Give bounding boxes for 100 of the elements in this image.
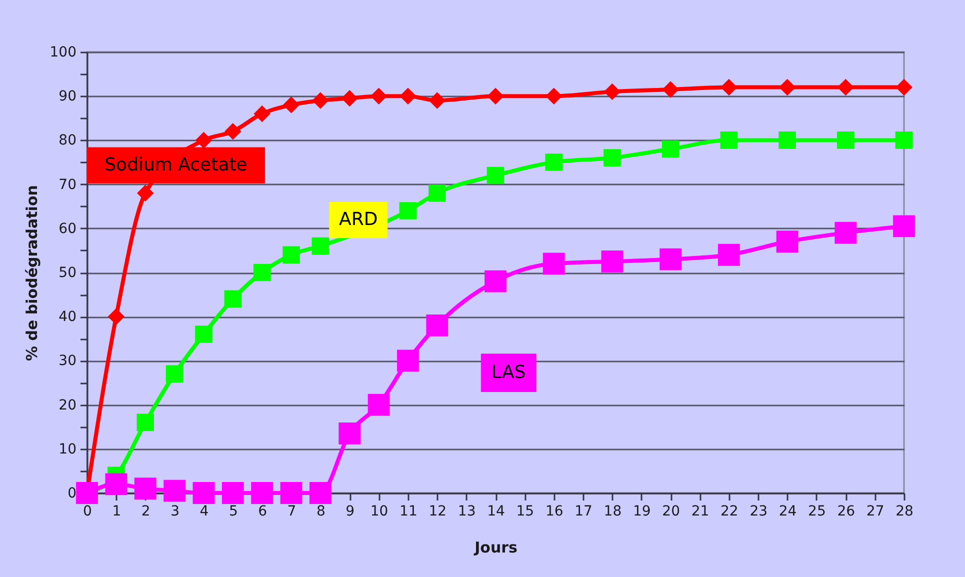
point (195, 132, 212, 149)
x-tick-label: 9 (346, 504, 355, 520)
point (282, 96, 300, 114)
point (545, 88, 562, 104)
x-tick-label: 21 (691, 504, 710, 520)
x-tick-label: 18 (604, 504, 622, 520)
point (164, 480, 186, 502)
point (108, 308, 125, 325)
point (280, 482, 302, 504)
point (893, 215, 915, 238)
x-tick-label: 19 (632, 504, 651, 520)
x-tick-label: 24 (778, 504, 797, 520)
point (105, 473, 128, 496)
y-tick-label: 40 (58, 309, 76, 326)
point (542, 252, 565, 275)
x-tick-label: 12 (428, 504, 447, 520)
y-axis-title: % de biodégradation (22, 185, 41, 361)
series-label: ARD (339, 209, 378, 230)
point (426, 314, 448, 336)
point (487, 88, 504, 104)
point (720, 132, 738, 149)
point (399, 202, 417, 220)
point (309, 482, 332, 504)
point (778, 132, 796, 149)
point (662, 81, 679, 98)
point (895, 132, 913, 149)
point (397, 350, 419, 372)
point (400, 88, 416, 104)
x-tick-label: 27 (866, 504, 884, 520)
x-tick-label: 15 (516, 504, 534, 520)
point (282, 246, 300, 264)
y-tick-label: 90 (58, 88, 76, 105)
point (604, 149, 621, 166)
x-tick-label: 4 (200, 504, 209, 520)
point (662, 140, 680, 158)
point (428, 92, 446, 109)
point (253, 264, 271, 282)
point (484, 270, 506, 292)
point (254, 105, 270, 122)
x-tick-label: 0 (83, 504, 92, 520)
point (136, 184, 154, 202)
y-tick-label: 100 (50, 44, 76, 60)
y-tick-label: 0 (68, 486, 76, 502)
x-tick-label: 20 (662, 504, 680, 520)
x-tick-label: 7 (287, 504, 296, 520)
point (222, 482, 244, 504)
point (338, 422, 361, 444)
point (720, 78, 738, 96)
point (660, 248, 682, 270)
point (370, 88, 388, 104)
y-tick-label: 80 (58, 132, 76, 149)
point (224, 290, 242, 308)
point (836, 132, 854, 149)
x-tick-label: 26 (837, 504, 856, 520)
point (428, 184, 446, 202)
y-tick-label: 30 (58, 353, 76, 370)
point (312, 92, 329, 109)
x-tick-label: 3 (170, 504, 180, 520)
point (486, 166, 504, 184)
x-tick-label: 14 (487, 504, 505, 520)
point (251, 482, 274, 504)
point (195, 326, 212, 343)
point (192, 482, 215, 504)
series-label: Sodium Acetate (104, 154, 248, 176)
x-tick-label: 13 (458, 504, 476, 520)
text: LAS (492, 362, 526, 383)
x-tick-label: 6 (258, 504, 268, 520)
x-tick-label: 16 (545, 504, 564, 520)
point (545, 154, 563, 171)
x-axis-title: Jours (474, 538, 518, 556)
point (778, 78, 796, 96)
x-tick-label: 2 (141, 504, 150, 520)
x-tick-label: 17 (574, 504, 592, 520)
y-tick-label: 50 (58, 265, 76, 281)
x-tick-label: 5 (228, 504, 238, 520)
point (136, 414, 154, 432)
point (341, 90, 358, 107)
x-tick-label: 23 (750, 504, 768, 520)
y-tick-label: 20 (58, 397, 76, 414)
x-tick-label: 1 (112, 504, 122, 520)
point (837, 78, 854, 96)
x-tick-label: 11 (400, 504, 418, 520)
x-tick-label: 25 (808, 504, 826, 520)
x-tick-label: 10 (370, 504, 388, 520)
point (601, 250, 624, 272)
x-tick-label: 8 (316, 504, 326, 520)
point (776, 230, 798, 253)
point (312, 237, 330, 255)
x-tick-label: 28 (896, 504, 914, 520)
point (718, 244, 740, 266)
point (368, 394, 390, 416)
point (896, 78, 912, 96)
y-tick-label: 10 (58, 441, 76, 458)
point (224, 123, 242, 140)
point (834, 222, 857, 244)
y-tick-label: 70 (58, 176, 76, 193)
point (604, 83, 621, 100)
point (134, 478, 156, 500)
x-tick-label: 22 (720, 504, 738, 520)
y-tick-label: 60 (58, 220, 76, 237)
